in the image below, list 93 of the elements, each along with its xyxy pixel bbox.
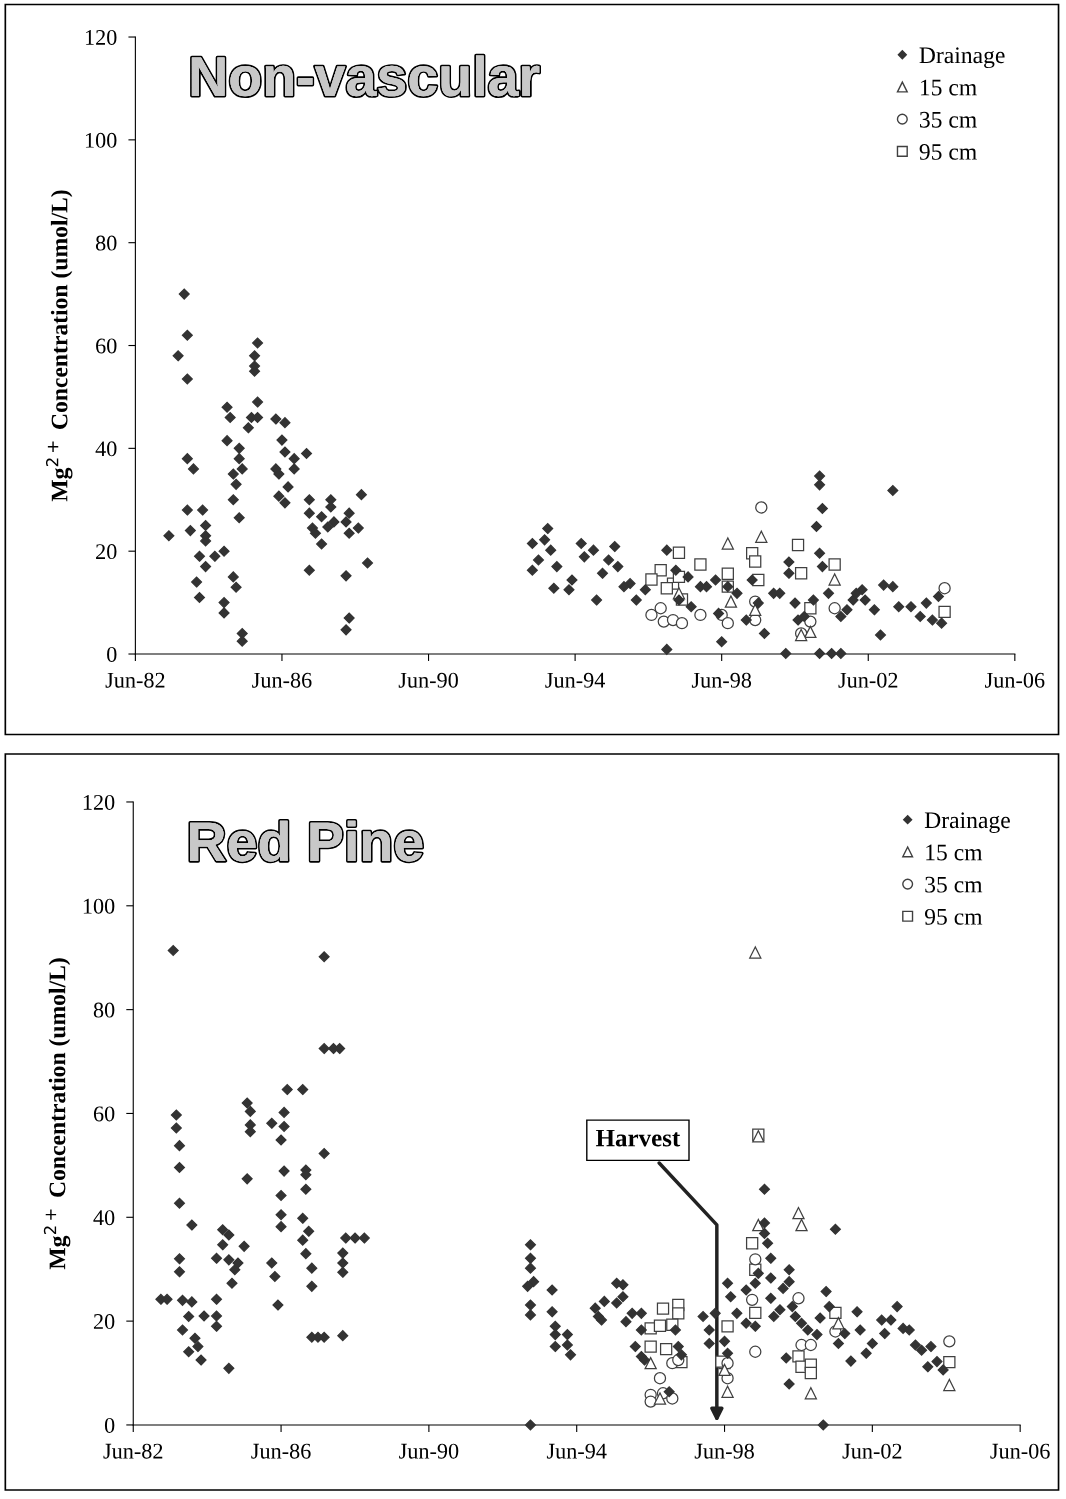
point xyxy=(749,1253,762,1266)
point xyxy=(653,1319,667,1332)
point xyxy=(749,1306,762,1319)
point xyxy=(644,1340,657,1353)
x-tick-label: Jun-82 xyxy=(105,672,165,688)
x-tick-label: Jun-98 xyxy=(691,672,752,688)
chart-title: Red Pine xyxy=(190,820,423,862)
x-tick-label: Jun-06 xyxy=(985,672,1045,688)
point xyxy=(659,1342,673,1356)
point xyxy=(721,537,734,550)
x-tick-label: Jun-90 xyxy=(398,672,458,688)
y-tick-label: 60 xyxy=(96,338,117,354)
legend-label: 95 cm xyxy=(919,143,977,160)
point xyxy=(721,1385,734,1398)
point xyxy=(943,1335,956,1348)
point xyxy=(654,602,667,615)
x-tick-label: Jun-02 xyxy=(838,672,898,688)
point xyxy=(645,573,658,586)
legend-label: 95 cm xyxy=(924,908,983,925)
legend-label: 35 cm xyxy=(925,876,983,893)
x-tick-label: Jun-90 xyxy=(399,1443,459,1459)
x-tick-label: Jun-82 xyxy=(103,1443,163,1459)
point xyxy=(749,603,762,616)
y-tick-label: 80 xyxy=(93,1002,115,1018)
point xyxy=(653,1392,667,1405)
point xyxy=(832,1317,845,1330)
y-tick-label: 60 xyxy=(93,1106,115,1122)
point xyxy=(792,1350,805,1363)
point xyxy=(721,1320,734,1333)
y-tick-label: 0 xyxy=(107,646,117,662)
x-tick-label: Jun-02 xyxy=(842,1443,902,1459)
point xyxy=(675,616,689,630)
point xyxy=(804,1366,818,1380)
point xyxy=(792,1292,805,1305)
legend-label: 15 cm xyxy=(926,844,983,861)
point xyxy=(828,558,841,571)
point xyxy=(745,1237,759,1250)
point xyxy=(938,605,951,619)
y-tick-label: 80 xyxy=(95,235,117,251)
point xyxy=(938,582,951,595)
point xyxy=(749,555,762,568)
point xyxy=(653,1372,667,1385)
point xyxy=(656,1302,670,1315)
point xyxy=(645,608,658,622)
y-tick-label: 40 xyxy=(95,441,117,457)
y-axis-title: Mg$^{2+}$ Concentration (umol/L) xyxy=(43,958,71,1270)
point xyxy=(718,1363,731,1377)
x-tick-label: Jun-94 xyxy=(546,1443,607,1459)
point xyxy=(755,530,768,543)
point xyxy=(828,602,841,615)
x-tick-label: Jun-86 xyxy=(251,1443,311,1459)
chart-title: Non-vascular xyxy=(191,55,540,97)
point xyxy=(745,1293,759,1307)
y-tick-label: 100 xyxy=(85,132,117,148)
legend-label: 35 cm xyxy=(919,111,977,128)
point xyxy=(694,608,707,622)
point xyxy=(749,946,762,959)
point xyxy=(943,1355,956,1369)
point xyxy=(943,1378,956,1392)
point xyxy=(755,501,768,514)
point xyxy=(721,616,734,630)
y-tick-label: 100 xyxy=(83,898,115,914)
point xyxy=(791,538,805,552)
legend-label: 15 cm xyxy=(920,79,977,96)
point xyxy=(694,558,707,571)
y-tick-label: 20 xyxy=(96,544,117,560)
x-tick-label: Jun-98 xyxy=(694,1443,754,1459)
x-tick-label: Jun-94 xyxy=(545,672,606,688)
legend-label: Drainage xyxy=(919,47,1005,69)
point xyxy=(794,567,808,580)
y-axis-title: Mg$^{2+}$ Concentration (umol/L) xyxy=(45,190,73,502)
point xyxy=(795,1218,808,1232)
point xyxy=(660,582,673,595)
point xyxy=(792,1206,805,1220)
x-tick-label: Jun-06 xyxy=(990,1443,1050,1459)
point xyxy=(829,1306,842,1319)
y-tick-label: 120 xyxy=(85,29,117,45)
y-tick-label: 40 xyxy=(93,1210,115,1226)
x-tick-label: Jun-86 xyxy=(252,672,312,688)
point xyxy=(804,625,817,639)
y-tick-label: 20 xyxy=(93,1314,115,1330)
y-tick-label: 0 xyxy=(104,1417,115,1433)
point xyxy=(804,1387,818,1400)
point xyxy=(672,546,686,559)
legend-label: Drainage xyxy=(924,812,1010,834)
point xyxy=(672,1307,685,1320)
point xyxy=(724,595,738,608)
annotation: Harvest xyxy=(595,1129,681,1147)
point xyxy=(721,567,734,580)
y-tick-label: 120 xyxy=(83,794,115,810)
point xyxy=(828,573,841,586)
point xyxy=(749,1345,762,1358)
point xyxy=(804,1338,818,1352)
